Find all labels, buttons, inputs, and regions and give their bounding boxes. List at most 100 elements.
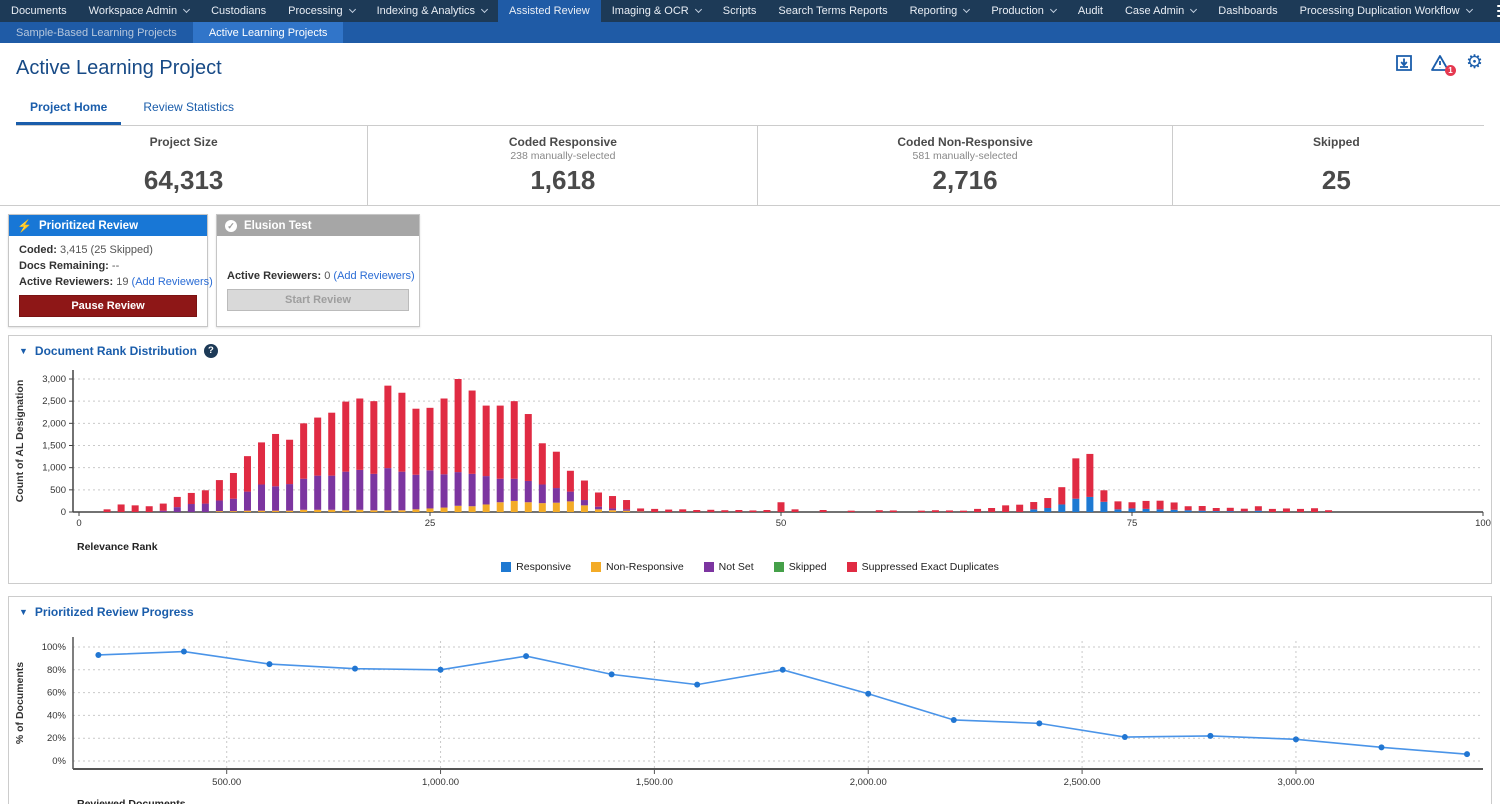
prioritized-review-header: ⚡ Prioritized Review xyxy=(9,215,207,236)
nav-item-custodians[interactable]: Custodians xyxy=(200,0,277,22)
card-stat-line: Docs Remaining: -- xyxy=(19,260,197,272)
top-nav-items: Documents Workspace Admin Custodians Proces… xyxy=(0,0,1483,22)
document-rank-distribution-chart: 05001,0001,5002,0002,5003,0000255075100C… xyxy=(9,362,1491,534)
progress-panel-title: Prioritized Review Progress xyxy=(35,605,194,619)
help-icon[interactable]: ? xyxy=(204,344,218,358)
nav-item-label: Workspace Admin xyxy=(89,5,177,17)
nav-item-production[interactable]: Production xyxy=(980,0,1067,22)
top-nav-bar: Documents Workspace Admin Custodians Proces… xyxy=(0,0,1500,22)
bar-chart-legend: ResponsiveNon-ResponsiveNot SetSkippedSu… xyxy=(9,559,1491,583)
stat-sublabel: 581 manually-selected xyxy=(913,150,1018,164)
nav-item-processing[interactable]: Processing xyxy=(277,0,365,22)
legend-label: Non-Responsive xyxy=(606,561,684,573)
stats-row: Project Size64,313Coded Responsive238 ma… xyxy=(0,126,1500,206)
chevron-down-icon xyxy=(963,6,970,13)
card-stat-line: Coded: 3,415 (25 Skipped) xyxy=(19,244,197,256)
nav-item-label: Custodians xyxy=(211,5,266,17)
nav-item-assisted-review[interactable]: Assisted Review xyxy=(498,0,601,22)
nav-item-label: Production xyxy=(991,5,1044,17)
nav-item-label: Documents xyxy=(11,5,67,17)
nav-item-indexing-analytics[interactable]: Indexing & Analytics xyxy=(366,0,498,22)
stat-value: 1,618 xyxy=(530,165,595,196)
nav-item-audit[interactable]: Audit xyxy=(1067,0,1114,22)
stat-value: 2,716 xyxy=(933,165,998,196)
hamburger-menu-icon[interactable] xyxy=(1483,0,1500,22)
nav-item-label: Case Admin xyxy=(1125,5,1184,17)
stat-label: Coded Non-Responsive xyxy=(897,135,1032,149)
svg-text:60%: 60% xyxy=(47,688,67,699)
bar-xaxis-title: Relevance Rank xyxy=(77,541,1491,553)
nav-item-label: Processing xyxy=(288,5,342,17)
legend-swatch xyxy=(501,562,511,572)
review-progress-chart: 0%20%40%60%80%100%500.001,000.001,500.00… xyxy=(9,623,1491,791)
svg-text:0: 0 xyxy=(61,507,66,518)
svg-text:2,500: 2,500 xyxy=(42,396,66,407)
svg-text:100: 100 xyxy=(1475,518,1491,529)
nav-item-search-terms-reports[interactable]: Search Terms Reports xyxy=(767,0,898,22)
elusion-test-header: ✓ Elusion Test xyxy=(217,215,419,236)
svg-text:1,000: 1,000 xyxy=(42,463,66,474)
stat-sublabel: 238 manually-selected xyxy=(510,150,615,164)
nav-item-case-admin[interactable]: Case Admin xyxy=(1114,0,1207,22)
svg-text:1,500.00: 1,500.00 xyxy=(636,777,673,788)
stat-cell-skipped: Skipped25 xyxy=(1173,126,1500,205)
card-stat-label: Coded: xyxy=(19,244,57,256)
stat-cell-coded-non-responsive: Coded Non-Responsive581 manually-selecte… xyxy=(758,126,1172,205)
tab-project-home[interactable]: Project Home xyxy=(16,94,121,125)
subnav-item-sample-based-learning-projects[interactable]: Sample-Based Learning Projects xyxy=(0,22,193,43)
header-icons: 1 ⚙ xyxy=(1394,53,1486,73)
nav-item-label: Scripts xyxy=(723,5,757,17)
nav-item-label: Audit xyxy=(1078,5,1103,17)
nav-item-imaging-ocr[interactable]: Imaging & OCR xyxy=(601,0,712,22)
legend-item-suppressed-exact-duplicates: Suppressed Exact Duplicates xyxy=(847,561,999,573)
legend-label: Responsive xyxy=(516,561,571,573)
nav-item-label: Processing Duplication Workflow xyxy=(1300,5,1460,17)
prioritized-review-card: ⚡ Prioritized Review Coded: 3,415 (25 Sk… xyxy=(8,214,208,327)
sub-nav-bar: Sample-Based Learning ProjectsActive Lea… xyxy=(0,22,1500,43)
svg-text:Count of AL Designation: Count of AL Designation xyxy=(14,380,26,503)
add-reviewers-link[interactable]: (Add Reviewers) xyxy=(132,276,213,288)
check-circle-icon: ✓ xyxy=(225,220,237,232)
svg-text:3,000: 3,000 xyxy=(42,374,66,385)
nav-item-documents[interactable]: Documents xyxy=(0,0,78,22)
chevron-down-icon xyxy=(695,6,702,13)
nav-item-processing-duplication-workflow[interactable]: Processing Duplication Workflow xyxy=(1289,0,1483,22)
start-review-button[interactable]: Start Review xyxy=(227,289,409,311)
export-icon[interactable] xyxy=(1394,53,1414,73)
svg-text:100%: 100% xyxy=(42,642,67,653)
stat-label: Skipped xyxy=(1313,135,1360,149)
svg-text:% of Documents: % of Documents xyxy=(14,662,26,744)
stat-cell-project-size: Project Size64,313 xyxy=(0,126,368,205)
nav-item-label: Search Terms Reports xyxy=(778,5,887,17)
tab-review-statistics[interactable]: Review Statistics xyxy=(129,94,248,125)
legend-label: Suppressed Exact Duplicates xyxy=(862,561,999,573)
card-stat-label: Docs Remaining: xyxy=(19,260,109,272)
svg-text:1,500: 1,500 xyxy=(42,441,66,452)
nav-item-dashboards[interactable]: Dashboards xyxy=(1207,0,1288,22)
nav-item-label: Indexing & Analytics xyxy=(377,5,475,17)
svg-text:20%: 20% xyxy=(47,733,67,744)
nav-item-reporting[interactable]: Reporting xyxy=(899,0,981,22)
rank-panel-title: Document Rank Distribution xyxy=(35,344,197,358)
card-stat-line: Active Reviewers: 19 (Add Reviewers) xyxy=(19,276,197,288)
chevron-down-icon xyxy=(1190,6,1197,13)
alert-icon[interactable]: 1 xyxy=(1430,53,1450,73)
elusion-test-card: ✓ Elusion Test Active Reviewers: 0 (Add … xyxy=(216,214,420,327)
progress-panel-header[interactable]: ▼ Prioritized Review Progress xyxy=(9,597,1491,623)
svg-text:2,000: 2,000 xyxy=(42,418,66,429)
subnav-item-active-learning-projects[interactable]: Active Learning Projects xyxy=(193,22,344,43)
gear-icon[interactable]: ⚙ xyxy=(1466,53,1486,73)
svg-text:1,000.00: 1,000.00 xyxy=(422,777,459,788)
svg-text:40%: 40% xyxy=(47,710,67,721)
svg-text:0: 0 xyxy=(76,518,81,529)
pause-review-button[interactable]: Pause Review xyxy=(19,295,197,317)
stat-cell-coded-responsive: Coded Responsive238 manually-selected1,6… xyxy=(368,126,758,205)
legend-swatch xyxy=(847,562,857,572)
nav-item-workspace-admin[interactable]: Workspace Admin xyxy=(78,0,200,22)
nav-item-label: Dashboards xyxy=(1218,5,1277,17)
rank-panel-header[interactable]: ▼ Document Rank Distribution ? xyxy=(9,336,1491,362)
legend-label: Skipped xyxy=(789,561,827,573)
nav-item-scripts[interactable]: Scripts xyxy=(712,0,768,22)
collapse-triangle-icon: ▼ xyxy=(19,607,28,617)
add-reviewers-link[interactable]: (Add Reviewers) xyxy=(333,270,414,282)
